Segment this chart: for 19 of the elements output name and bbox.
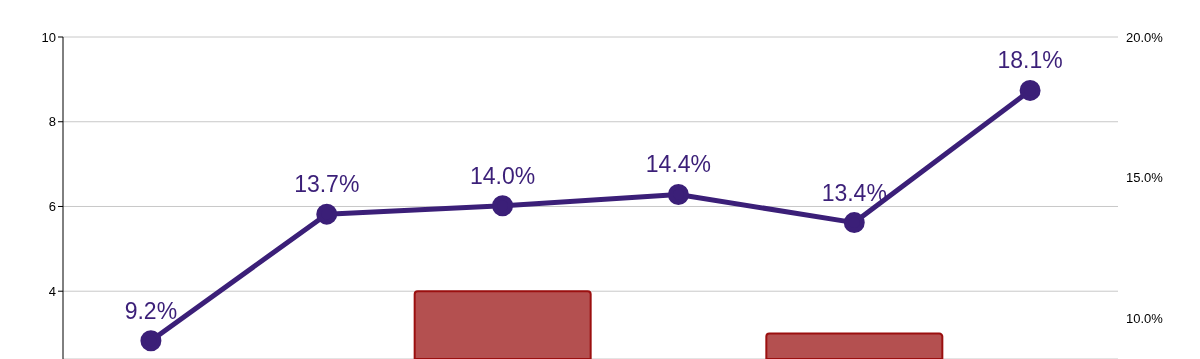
y-tick-label: 8 [48,114,56,130]
point [140,330,162,352]
point [667,183,689,205]
point [1019,79,1041,101]
data-label: 14.4% [645,151,712,178]
y2-tick-label: 20.0% [1126,29,1164,45]
y-tick-label: 4 [48,283,56,299]
data-label: 14.0% [469,162,536,189]
y-tick-label: 6 [48,199,56,215]
point [316,203,338,225]
data-label: 9.2% [124,297,178,324]
data-label: 18.1% [997,47,1063,74]
y2-tick-label: 10.0% [1126,310,1164,326]
data-label: 13.4% [821,179,887,206]
point [492,195,514,217]
data-label: 13.7% [294,171,360,198]
y-tick-label: 10 [41,29,56,45]
point [843,212,865,234]
y2-tick-label: 15.0% [1126,170,1164,186]
